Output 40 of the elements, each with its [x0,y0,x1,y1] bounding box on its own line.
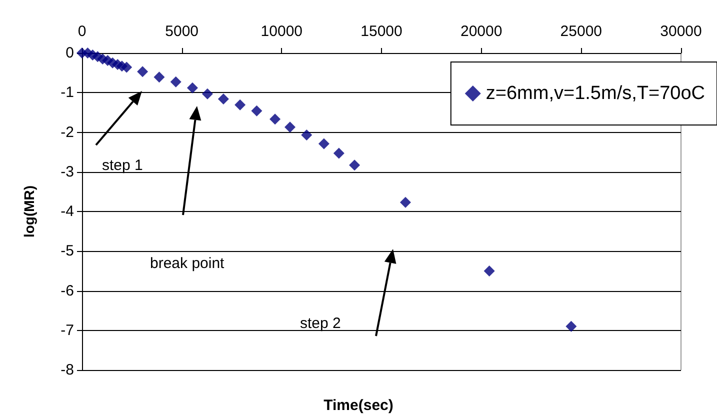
point [301,130,312,141]
y-tick-label: -5 [60,242,74,260]
x-tick-label: 5000 [165,23,199,40]
y-axis-title: log(MR) [21,185,37,238]
x-tick-label: 15000 [360,23,402,40]
y-tick-label: -6 [60,282,74,300]
y-tick-label: -1 [60,84,74,102]
point [202,88,213,100]
annotation: step 2 [300,315,341,332]
point [284,122,296,133]
annotation: break point [150,255,226,272]
point [234,99,246,110]
annotation: step 1 [102,157,143,174]
x-tick-label: 10000 [260,23,303,40]
point [333,148,344,159]
x-tick-label: 30000 [660,23,702,40]
y-tick-label: 0 [66,44,74,62]
point [566,320,577,332]
x-tick-label: 0 [78,23,86,40]
legend-label: z=6mm,v=1.5m/s,T=70oC [486,83,706,104]
point [270,114,281,125]
x-tick-label: 20000 [460,23,502,40]
point [170,76,182,88]
x-axis-title: Time(sec) [324,397,394,414]
point [484,265,495,276]
point [349,160,360,171]
point [218,93,229,104]
point [186,82,198,94]
y-tick-label: -4 [60,203,74,220]
point [137,66,148,78]
y-tick-label: -3 [60,163,74,180]
point [154,72,165,83]
y-tick-label: -7 [60,322,74,339]
point [400,196,411,208]
point [318,138,330,150]
y-tick-label: -8 [60,362,74,378]
y-tick-label: -2 [60,124,74,141]
x-tick-label: 25000 [560,23,602,40]
point [121,62,132,73]
point [251,105,262,116]
